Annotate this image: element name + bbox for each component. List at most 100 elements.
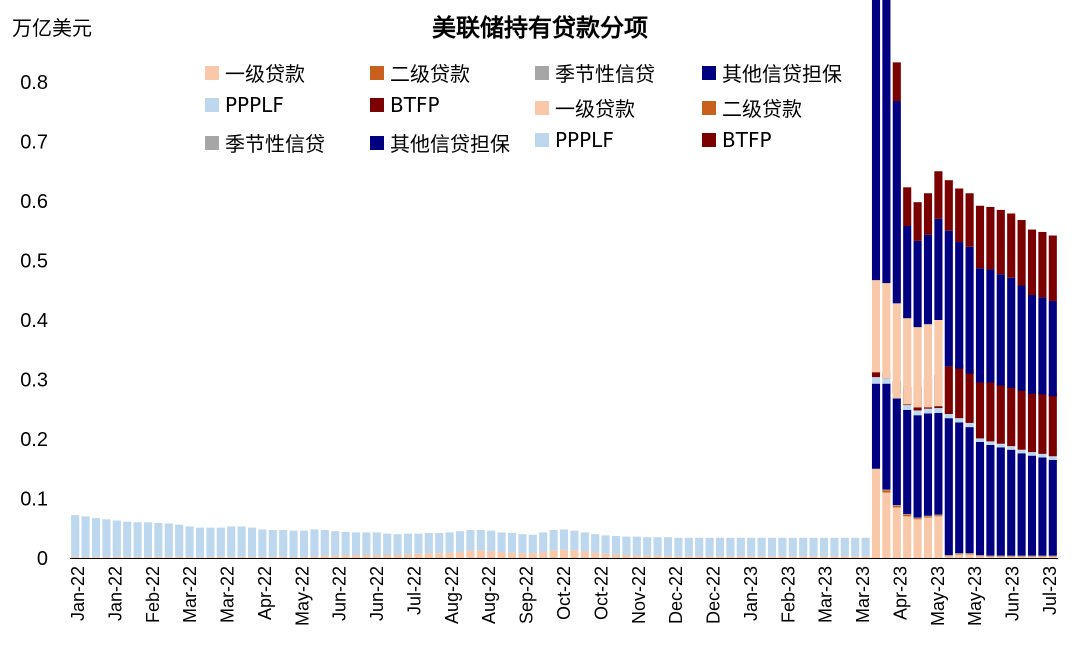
x-tick-label-15: Nov-22 (629, 566, 649, 624)
bar-72-PPPLF (819, 537, 829, 557)
legend-swatch-10 (535, 133, 549, 147)
bar-58-PPPLF (674, 537, 683, 557)
bar-78 (882, 0, 891, 558)
bar-77-一级贷款 (871, 468, 881, 558)
bar-88 (986, 206, 995, 558)
bar-88-一级贷款 (986, 556, 995, 558)
bar-85-二级贷款 (955, 553, 964, 555)
bar-82-其他信贷担保 (923, 413, 933, 516)
legend-label-1: 二级贷款 (390, 62, 470, 86)
bar-14-PPPLF (216, 527, 225, 557)
bar-85-BTFP (955, 364, 964, 419)
bar-38 (466, 530, 475, 558)
y-tick-label-0: 0 (37, 548, 48, 570)
bar-89-二级贷款 (996, 556, 1005, 557)
bar-2-PPPLF (91, 518, 101, 557)
bar-87-一级贷款 (975, 556, 985, 558)
bar-79-二级贷款 (892, 505, 901, 508)
bar-56-一级贷款 (653, 555, 662, 558)
bar-91 (1017, 220, 1026, 558)
bar-79-其他信贷担保 (892, 397, 901, 506)
bar-82 (923, 193, 933, 558)
bar-60-一级贷款 (695, 556, 704, 558)
bar-5-一级贷款 (123, 556, 132, 558)
bar-32-一级贷款 (403, 554, 413, 558)
legend-item-7: 二级贷款 (702, 93, 802, 122)
bar-81 (913, 202, 922, 558)
bar-46 (549, 530, 558, 558)
bar-91-BTFP (1017, 390, 1026, 450)
bar-80-overlay-其他信贷担保 (903, 225, 912, 319)
legend-swatch-1 (370, 65, 384, 80)
bar-90 (1007, 213, 1016, 558)
bar-37-一级贷款 (455, 552, 465, 558)
legend-swatch-7 (702, 100, 716, 115)
bar-69-PPPLF (788, 537, 797, 557)
bar-49 (580, 532, 589, 558)
bar-41-一级贷款 (497, 552, 506, 558)
bar-84-二级贷款 (944, 555, 953, 557)
bar-81-overlay-BTFP (913, 202, 922, 241)
bar-29 (372, 532, 381, 558)
bar-73-一级贷款 (830, 556, 839, 558)
bar-6-PPPLF (133, 522, 142, 557)
bar-78-其他信贷担保 (882, 383, 891, 490)
legend-item-5: BTFP (370, 93, 440, 117)
bar-78-一级贷款 (882, 492, 891, 558)
bar-54 (632, 536, 641, 558)
x-tick-label-5: Apr-22 (255, 566, 275, 620)
bar-23 (310, 529, 319, 558)
x-tick-label-14: Oct-22 (591, 566, 611, 620)
bar-11-PPPLF (185, 526, 194, 557)
bar-89-overlay-其他信贷担保 (996, 274, 1005, 386)
bar-90-季节性信贷 (1007, 555, 1016, 557)
bar-80-季节性信贷 (903, 513, 912, 515)
bar-81-二级贷款 (913, 518, 922, 520)
bar-48-一级贷款 (570, 550, 579, 558)
bar-81-其他信贷担保 (913, 415, 922, 518)
bar-10 (175, 524, 184, 558)
x-tick-label-7: Jun-22 (330, 566, 350, 621)
legend-swatch-5 (370, 98, 384, 112)
bar-43-PPPLF (518, 534, 527, 554)
x-tick-label-2: Feb-22 (143, 566, 163, 623)
bar-22 (299, 530, 309, 558)
bar-59-一级贷款 (684, 556, 693, 558)
bar-55-一级贷款 (643, 555, 652, 558)
x-tick-label-12: Sep-22 (517, 566, 537, 624)
legend-item-11: BTFP (702, 128, 772, 152)
bar-80-二级贷款 (903, 514, 912, 517)
bar-87 (975, 205, 985, 558)
bar-63 (726, 537, 735, 558)
bar-87-其他信贷担保 (975, 441, 985, 556)
bar-89-季节性信贷 (996, 555, 1005, 557)
bar-21-一级贷款 (289, 556, 298, 558)
bar-56 (653, 537, 662, 558)
bar-29-PPPLF (372, 532, 381, 556)
bar-26-PPPLF (341, 531, 350, 556)
legend-swatch-6 (535, 100, 549, 115)
bar-86-季节性信贷 (965, 553, 974, 554)
bar-92-PPPLF (1027, 452, 1037, 456)
y-tick-label-4: 0.4 (20, 310, 48, 332)
bar-42-PPPLF (507, 533, 517, 553)
bar-92-一级贷款 (1027, 556, 1037, 558)
bar-88-PPPLF (986, 441, 995, 445)
bar-90-PPPLF (1007, 446, 1016, 450)
bar-22-PPPLF (299, 530, 309, 557)
bar-13-PPPLF (206, 527, 215, 557)
bar-37-PPPLF (455, 531, 465, 553)
bar-44-一级贷款 (528, 553, 537, 558)
legend-label-0: 一级贷款 (225, 62, 305, 86)
bar-80-overlay-一级贷款 (903, 318, 912, 405)
bar-25-PPPLF (331, 531, 340, 556)
x-tick-label-0: Jan-22 (68, 566, 88, 621)
bar-93-其他信贷担保 (1038, 457, 1047, 556)
legend-label-10: PPPLF (555, 128, 614, 152)
bar-82-季节性信贷 (923, 515, 933, 517)
bar-84-一级贷款 (944, 556, 953, 558)
bar-89-BTFP (996, 384, 1005, 444)
legend-label-7: 二级贷款 (722, 97, 802, 121)
bar-8-一级贷款 (154, 556, 163, 558)
bar-27-一级贷款 (351, 555, 361, 558)
